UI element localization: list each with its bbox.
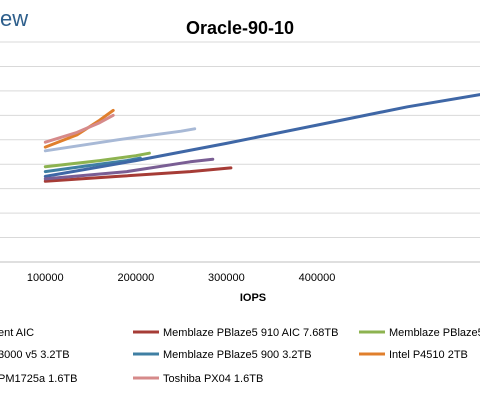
chart-title: Oracle-90-10 (186, 18, 294, 38)
x-tick-label: 300000 (208, 272, 245, 284)
legend-label: Intel P4510 2TB (389, 349, 468, 361)
legend-label: PM1725a 1.6TB (0, 373, 78, 385)
series-line-2 (43, 156, 142, 174)
legend: ent AIC Memblaze PBlaze5 910 AIC 7.68TB Me… (0, 327, 480, 385)
series-group (43, 93, 480, 183)
legend-label: Memblaze PBlaze5 900 3.2TB (163, 349, 312, 361)
x-tick-label: 400000 (299, 272, 336, 284)
series-line-5 (43, 93, 480, 178)
legend-label: Memblaze PBlaze5 (389, 327, 480, 339)
legend-label: ent AIC (0, 327, 34, 339)
x-tick-label: 200000 (117, 272, 154, 284)
series-line-7 (43, 157, 215, 181)
series-line-4 (43, 113, 115, 144)
legend-label: Toshiba PX04 1.6TB (163, 373, 263, 385)
x-tick-label: 100000 (27, 272, 64, 284)
legend-label: Memblaze PBlaze5 910 AIC 7.68TB (163, 327, 338, 339)
legend-label: 3000 v5 3.2TB (0, 349, 70, 361)
x-axis-ticks: 100000 200000 300000 400000 (27, 272, 335, 284)
series-line-0 (43, 166, 233, 183)
x-axis-label: IOPS (240, 292, 266, 304)
series-line-1 (43, 151, 151, 169)
series-line-6 (43, 127, 197, 153)
grid (0, 41, 480, 263)
brand-logo-fragment: ew (0, 6, 28, 31)
